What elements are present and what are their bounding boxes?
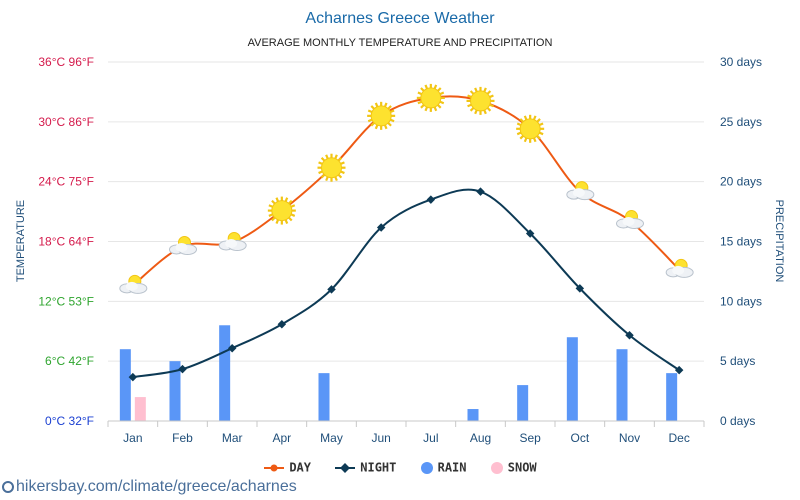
x-tick-label: Aug [470,431,491,445]
y-left-tick-label: 6°C 42°F [45,354,94,368]
y-right-tick-label: 20 days [720,175,762,189]
legend-item-snow[interactable]: SNOW [490,460,537,475]
cloud-part [225,238,238,248]
x-tick-label: Oct [570,431,589,445]
sun-icon [516,114,545,143]
rain-bar [566,337,578,421]
y-left-tick-label: 0°C 32°F [45,414,94,428]
rain-bar [666,373,678,421]
y-axis-left-label: TEMPERATURE [15,200,27,282]
night-temperature-line [132,188,680,379]
legend-item-rain[interactable]: RAIN [420,460,467,475]
partly-cloudy-icon [119,274,148,294]
temperature-lines [128,95,684,382]
chart-title: Acharnes Greece Weather [305,10,495,27]
snow-bar [134,397,146,421]
x-tick-label: Nov [619,431,640,445]
legend-rain-marker [420,461,433,474]
sun-icon [317,153,346,182]
day-temperature-line [132,95,680,287]
legend-night-marker [335,462,356,473]
source-text: hikersbay.com/climate/greece/acharnes [16,478,297,495]
y-axis-right-label: PRECIPITATION [773,200,785,283]
night-point [178,364,187,374]
x-tick-label: Apr [272,431,291,445]
night-point [476,187,485,196]
cloud-part [672,265,685,275]
legend-label-rain: RAIN [437,460,467,475]
x-tick-label: May [320,431,343,445]
x-tick-label: Mar [222,431,243,445]
chart-legend: DAY NIGHT RAIN SNOW [0,460,800,482]
y-left-tick-label: 12°C 53°F [38,294,94,308]
y-right-tick-label: 30 days [720,55,762,69]
x-tick-label: Jun [371,431,390,445]
night-point [227,343,237,353]
rain-bar [169,361,181,421]
legend-label-snow: SNOW [507,460,537,475]
chart-subtitle: AVERAGE MONTHLY TEMPERATURE AND PRECIPIT… [248,37,553,49]
rain-bar [517,385,529,421]
y-right-tick-label: 25 days [720,115,762,129]
sun-disc [321,157,342,179]
sun-icon [466,86,495,115]
sun-icon [367,101,396,130]
sun-icon [267,196,296,225]
source-link[interactable]: hikersbay.com/climate/greece/acharnes [2,478,297,496]
night-point [376,223,386,232]
x-tick-label: Sep [519,431,541,445]
cloud-part [572,188,585,198]
rain-bar [219,325,231,421]
sun-disc [370,105,392,127]
night-point [575,284,585,293]
sun-disc [271,200,293,222]
x-tick-label: Jan [123,431,142,445]
legend-label-night: NIGHT [360,460,397,475]
legend-item-day[interactable]: DAY [263,460,311,475]
partly-cloudy-icon [218,231,247,251]
y-left-tick-label: 30°C 86°F [38,115,94,129]
axes: 0°C 32°F 6°C 42°F 12°C 53°F 18°C 64°F 24°C 7… [38,55,762,445]
x-tick-label: Jul [423,431,438,445]
legend-snow-marker [490,461,503,474]
rain-bar [616,349,628,421]
y-left-tick-label: 18°C 64°F [38,235,94,249]
y-right-tick-label: 15 days [720,235,762,249]
sun-disc [420,87,442,109]
y-left-tick-label: 36°C 96°F [38,55,94,69]
x-tick-label: Dec [668,431,689,445]
y-left-tick-label: 24°C 75°F [38,175,94,189]
sun-disc [519,118,541,140]
grid-lines [108,61,704,362]
partly-cloudy-icon [665,258,694,278]
partly-cloudy-icon [616,210,644,230]
x-tick-label: Feb [172,431,193,445]
sun-icon [416,83,445,112]
y-right-tick-label: 0 days [720,414,755,428]
globe-icon [2,480,14,493]
legend-day-marker [264,464,285,472]
cloud-part [125,281,138,291]
y-right-tick-label: 5 days [720,354,755,368]
night-point [674,365,684,375]
y-right-tick-label: 10 days [720,294,762,308]
rain-bar [467,409,479,421]
partly-cloudy-icon [169,235,197,255]
night-point [426,195,436,204]
legend-item-night[interactable]: NIGHT [334,460,396,475]
cloud-part [622,217,635,227]
precipitation-bars [119,325,678,421]
night-point [327,285,336,294]
legend-label-day: DAY [289,460,312,475]
night-point [277,320,287,329]
rain-bar [318,373,330,421]
rain-bar [119,349,131,421]
partly-cloudy-icon [566,181,595,201]
cloud-part [175,242,188,252]
weather-icons [119,83,694,294]
night-point [128,372,138,382]
night-point [625,330,634,340]
sun-disc [470,90,491,112]
